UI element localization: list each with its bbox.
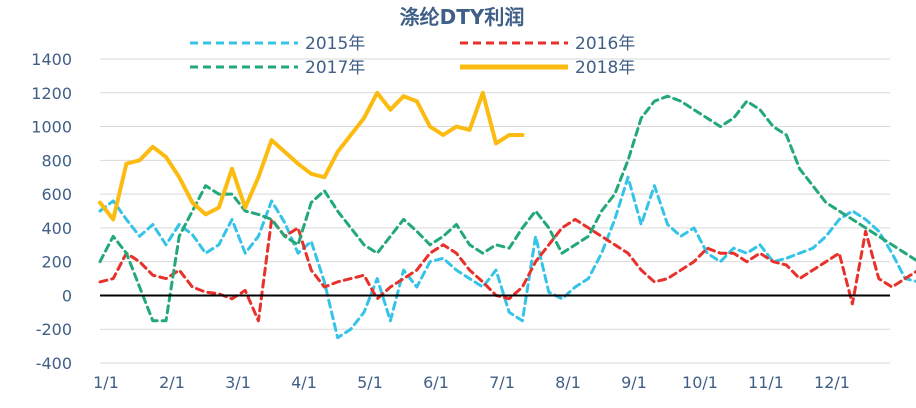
x-axis-ticks: 1/1 2/1 3/1 4/1 5/1 6/1 7/1 8/1 9/1 10/1 11/1 12/1 (93, 373, 850, 392)
x-tick-label: 7/1 (489, 373, 515, 392)
x-tick-label: 2/1 (159, 373, 185, 392)
legend-item-2018: 2018年 (460, 58, 635, 78)
y-tick-label: 800 (41, 151, 72, 170)
y-tick-label: 1000 (31, 118, 72, 137)
y-tick-label: -400 (36, 354, 72, 373)
series-line-3 (98, 94, 916, 323)
legend-label-2016: 2016年 (575, 34, 635, 54)
y-tick-label: 1200 (31, 84, 72, 103)
x-tick-label: 1/1 (93, 373, 119, 392)
series-line-1 (98, 175, 916, 340)
x-tick-label: 11/1 (748, 373, 784, 392)
x-tick-label: 3/1 (225, 373, 251, 392)
series-line-4 (98, 90, 525, 222)
grid-lines (100, 58, 890, 364)
x-tick-label: 9/1 (621, 373, 647, 392)
chart-title: 涤纶DTY利润 (400, 5, 525, 29)
series-line-2 (98, 217, 916, 323)
legend-label-2018: 2018年 (575, 58, 635, 78)
x-tick-label: 10/1 (682, 373, 718, 392)
x-tick-label: 4/1 (291, 373, 317, 392)
legend-label-2017: 2017年 (305, 58, 365, 78)
x-tick-label: 12/1 (814, 373, 850, 392)
y-tick-label: 1400 (31, 50, 72, 69)
y-tick-label: 0 (62, 286, 72, 305)
legend: 2015年 2016年 2017年 2018年 (190, 34, 635, 78)
y-tick-label: 400 (41, 219, 72, 238)
y-tick-label: 600 (41, 185, 72, 204)
legend-item-2015: 2015年 (190, 34, 365, 54)
legend-item-2017: 2017年 (190, 58, 365, 78)
series-lines (98, 90, 916, 340)
legend-item-2016: 2016年 (460, 34, 635, 54)
legend-label-2015: 2015年 (305, 34, 365, 54)
x-tick-label: 5/1 (357, 373, 383, 392)
x-tick-label: 8/1 (555, 373, 581, 392)
y-axis-ticks: -400 -200 0 200 400 600 800 1000 1200 1400 (31, 50, 72, 373)
y-tick-label: -200 (36, 320, 72, 339)
y-tick-label: 200 (41, 253, 72, 272)
x-tick-label: 6/1 (423, 373, 449, 392)
